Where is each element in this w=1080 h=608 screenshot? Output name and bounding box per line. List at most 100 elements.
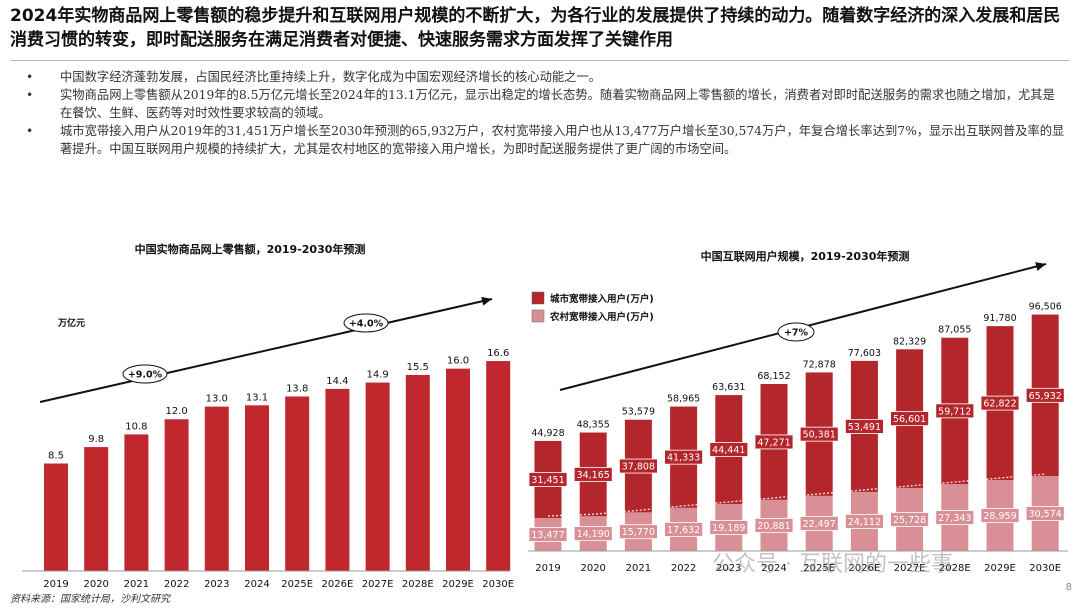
bullet-icon: •	[26, 70, 34, 84]
growth-badge	[122, 364, 168, 384]
growth-label: +7%	[784, 328, 809, 339]
bar	[405, 374, 430, 571]
urban-value-label: 59,712	[938, 406, 971, 417]
rural-value-label: 30,574	[1029, 509, 1062, 520]
rural-label-box	[619, 524, 658, 540]
total-label: 48,355	[577, 420, 610, 431]
urban-value-label: 65,932	[1029, 391, 1062, 402]
x-tick-label: 2029E	[442, 579, 474, 590]
trend-arrowhead	[1035, 262, 1046, 271]
rural-label-box	[573, 526, 613, 542]
x-tick-label: 2025E	[281, 579, 313, 590]
total-label: 44,928	[531, 428, 564, 439]
value-label: 16.0	[447, 356, 469, 367]
x-tick-label: 2028E	[402, 579, 434, 590]
rural-trend-line	[547, 473, 1046, 517]
chart-title: 中国实物商品网上零售额，2019-2030年预测	[135, 242, 366, 256]
rural-value-label: 22,497	[803, 519, 836, 530]
rural-label-box	[664, 522, 704, 537]
bullet-item: • 中国数字经济蓬勃发展，占国民经济比重持续上升，数字化成为中国宏观经济增长的核心…	[26, 68, 1066, 86]
urban-value-label: 56,601	[893, 414, 926, 425]
bullet-text: 中国数字经济蓬勃发展，占国民经济比重持续上升，数字化成为中国宏观经济增长的核心动…	[60, 70, 602, 84]
urban-value-label: 53,491	[848, 422, 881, 433]
total-label: 68,152	[757, 371, 790, 382]
headline: 2024年实物商品网上零售额的稳步提升和互联网用户规模的不断扩大，为各行业的发展…	[10, 6, 1061, 50]
x-tick-label: 2019	[535, 563, 560, 574]
urban-label-box	[619, 458, 658, 474]
x-tick-label: 2021	[124, 579, 149, 590]
rural-value-label: 17,632	[667, 525, 700, 536]
urban-label-box	[1025, 387, 1065, 403]
rural-label-box	[890, 512, 930, 527]
bullet-list: • 中国数字经济蓬勃发展，占国民经济比重持续上升，数字化成为中国宏观经济增长的核心…	[26, 68, 1066, 158]
divider	[10, 60, 1070, 61]
growth-badge	[343, 313, 389, 333]
x-tick-label: 2027E	[894, 563, 926, 574]
unit-label: 万亿元	[57, 317, 85, 329]
internet-users-stacked-chart: 中国互联网用户规模，2019-2030年预测 城市宽带接入用户(万户) 农村宽带…	[528, 249, 1068, 574]
x-tick-label: 2020	[580, 563, 605, 574]
trend-arrowhead	[481, 296, 492, 306]
bar	[84, 447, 109, 571]
x-tick-label: 2030E	[482, 579, 514, 590]
rural-label-box	[709, 520, 749, 535]
x-tick-label: 2025E	[803, 563, 835, 574]
value-label: 10.8	[125, 421, 147, 432]
urban-value-label: 41,333	[667, 453, 700, 464]
urban-label-box	[980, 395, 1020, 411]
urban-value-label: 50,381	[803, 430, 836, 441]
bullet-item: • 实物商品网上零售额从2019年的8.5万亿元增长至2024年的13.1万亿元，…	[26, 86, 1066, 122]
value-label: 13.0	[206, 394, 228, 405]
total-label: 77,603	[848, 348, 881, 359]
x-tick-label: 2022	[164, 579, 189, 590]
urban-value-label: 62,822	[983, 399, 1016, 410]
rural-value-label: 14,190	[577, 529, 610, 540]
urban-value-label: 31,451	[531, 475, 564, 486]
x-tick-label: 2020	[83, 579, 108, 590]
x-tick-label: 2019	[43, 579, 68, 590]
x-tick-label: 2023	[204, 579, 229, 590]
bar	[124, 434, 149, 571]
legend-swatch-urban	[531, 291, 545, 305]
urban-value-label: 47,271	[757, 437, 790, 448]
bullet-icon: •	[26, 88, 34, 102]
value-label: 12.0	[165, 406, 187, 417]
rural-label-box	[799, 516, 839, 531]
rural-label-box	[528, 527, 568, 542]
growth-badge	[777, 322, 815, 342]
x-tick-label: 2026E	[322, 579, 354, 590]
urban-value-label: 34,165	[577, 470, 610, 481]
rural-label-box	[1025, 506, 1065, 521]
urban-label-box	[935, 403, 975, 419]
value-label: 8.5	[48, 451, 64, 462]
bullet-text: 实物商品网上零售额从2019年的8.5万亿元增长至2024年的13.1万亿元，显…	[60, 88, 1055, 120]
x-tick-label: 2023	[716, 563, 741, 574]
x-tick-label: 2030E	[1029, 563, 1061, 574]
urban-label-box	[573, 466, 613, 482]
bar	[164, 419, 189, 571]
bar	[285, 396, 310, 571]
rural-label-box	[935, 510, 975, 525]
bar	[204, 406, 229, 571]
legend-swatch-rural	[531, 309, 545, 323]
x-tick-label: 2024	[761, 563, 786, 574]
value-label: 15.5	[407, 362, 429, 373]
urban-label-box	[844, 418, 884, 434]
bar	[245, 405, 269, 571]
bullet-icon: •	[26, 124, 34, 138]
total-label: 53,579	[622, 407, 655, 418]
value-label: 13.8	[286, 383, 308, 394]
watermark: 公众号 · 互联网的一些事	[712, 552, 953, 577]
bar	[44, 463, 68, 571]
rural-value-label: 24,112	[848, 517, 881, 528]
rural-value-label: 19,189	[712, 523, 745, 534]
rural-label-box	[754, 518, 794, 533]
urban-value-label: 37,808	[622, 462, 655, 473]
online-retail-bar-chart: 中国实物商品网上零售额，2019-2030年预测 万亿元 8.5 2019 9.8 2…	[22, 242, 514, 590]
value-label: 16.6	[487, 348, 509, 359]
growth-label: +9.0%	[128, 370, 163, 381]
bar	[446, 368, 470, 571]
x-tick-label: 2021	[626, 563, 651, 574]
rural-label-box	[980, 508, 1020, 523]
rural-value-label: 15,770	[622, 527, 655, 538]
